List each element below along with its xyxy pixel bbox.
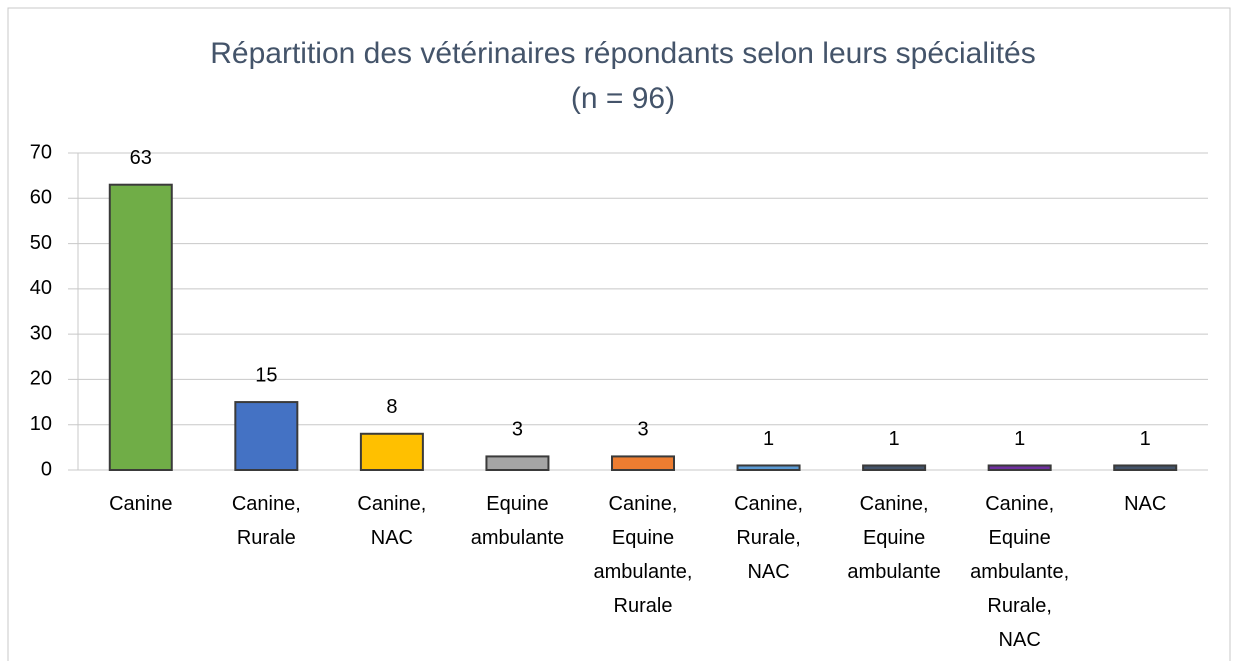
bar <box>234 401 299 472</box>
bar <box>987 464 1052 472</box>
bar <box>108 183 173 471</box>
value-label: 1 <box>889 428 900 450</box>
bar <box>1113 464 1178 472</box>
value-label: 1 <box>763 428 774 450</box>
x-tick-label: Canine, NAC <box>357 493 426 549</box>
chart-subtitle: (n = 96) <box>571 82 675 115</box>
x-tick-label: Canine, Rurale <box>232 493 301 549</box>
value-label: 8 <box>386 396 397 418</box>
bar <box>359 432 424 471</box>
value-label: 1 <box>1140 428 1151 450</box>
bar <box>485 455 550 471</box>
x-tick-label: Canine, Rurale, NAC <box>734 493 803 583</box>
value-label: 63 <box>130 147 152 169</box>
x-tick-label: NAC <box>1124 493 1166 515</box>
y-tick-label: 10 <box>30 413 52 435</box>
value-label: 3 <box>512 419 523 441</box>
y-tick-label: 0 <box>41 458 52 480</box>
y-tick-label: 70 <box>30 141 52 163</box>
y-tick-label: 20 <box>30 368 52 390</box>
x-tick-label: Canine, Equine ambulante, Rurale <box>594 493 693 617</box>
y-tick-label: 40 <box>30 277 52 299</box>
bar <box>611 455 675 471</box>
bar <box>736 464 801 472</box>
x-tick-label: Equine ambulante <box>471 493 564 549</box>
y-tick-label: 50 <box>30 232 52 254</box>
value-label: 15 <box>255 364 277 386</box>
value-label: 1 <box>1014 428 1025 450</box>
y-tick-label: 30 <box>30 322 52 344</box>
x-tick-label: Canine, Equine ambulante, Rurale, NAC <box>970 493 1069 651</box>
chart-title: Répartition des vétérinaires répondants … <box>210 37 1035 70</box>
bar <box>862 464 927 472</box>
x-tick-label: Canine, Equine ambulante <box>847 493 940 583</box>
value-label: 3 <box>637 419 648 441</box>
y-tick-label: 60 <box>30 187 52 209</box>
x-tick-label: Canine <box>109 493 172 515</box>
